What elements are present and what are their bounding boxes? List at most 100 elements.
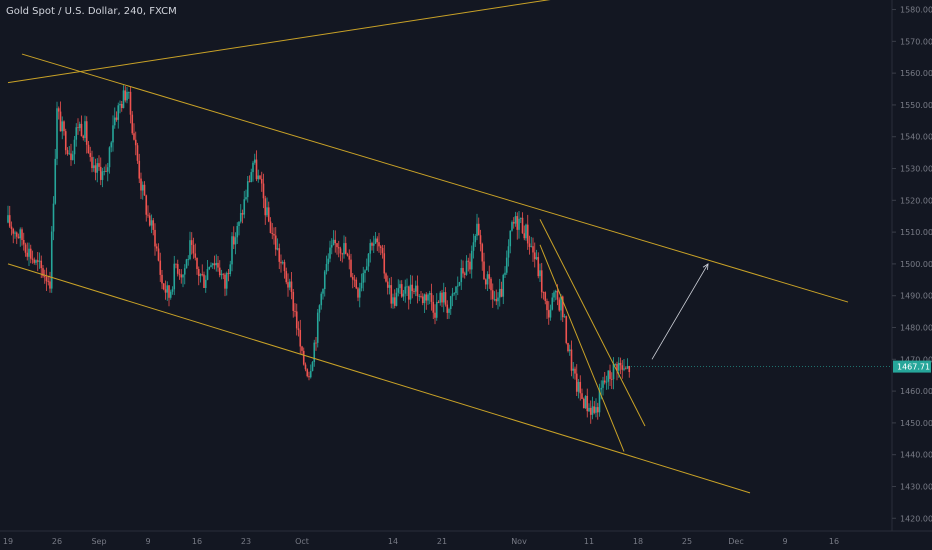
candle-up [612,364,615,380]
candle-down [10,226,13,230]
candle-down [561,296,564,318]
candle-up [126,91,128,101]
candle-down [70,153,72,160]
price-axis[interactable]: 1420.00 1430.00 1440.00 1450.00 1460.00 1470.… [891,0,932,531]
time-axis[interactable]: 19 26 Sep 9 16 23 Oct 14 21 Nov 11 18 25 Dec 9 16 [0,530,932,546]
y-tick-label: 1420.00 [900,514,932,523]
candle-up [509,230,512,247]
candle-up [418,295,421,297]
candle-down [98,163,100,167]
candle-down [308,376,310,378]
candle-down [175,263,177,265]
candle-up [560,296,562,311]
trendline-upper-channel [21,53,849,303]
candle-down [413,291,415,292]
candle-down [581,393,583,399]
candle-down [533,252,536,260]
candle-up [113,117,116,126]
candle-up [617,362,620,371]
candle-down [609,370,611,379]
y-tick-label: 1530.00 [900,165,932,174]
candle-up [453,292,456,294]
candle-up [84,121,86,138]
candle-down [194,253,197,258]
candle-down [378,242,380,247]
candle-up [460,267,463,283]
candle-down [134,139,137,146]
candle-up [56,108,58,159]
candle-down [416,285,419,297]
candle-up [448,309,450,313]
candle-down [157,248,160,261]
candle-up [502,274,505,297]
candle-up [388,285,391,288]
candle-down [140,178,142,191]
candle-up [498,288,501,298]
candle-up [397,288,400,293]
candle-down [178,273,181,275]
candle-up [553,292,555,298]
candle-up [169,291,172,298]
candle-up [35,260,37,263]
candle-down [383,253,386,274]
candle-up [96,163,99,173]
candle-down [546,300,548,311]
candle-down [386,281,389,288]
x-tick-label: 9 [782,537,787,546]
candle-up [78,123,81,129]
candle-up [414,285,417,292]
candle-down [437,301,440,303]
candle-down [262,183,265,199]
candle-down [407,286,410,300]
candle-up [311,362,314,371]
candle-down [290,281,293,292]
candle-down [532,246,534,253]
candle-down [610,378,613,380]
candle-down [259,175,261,179]
candle-down [479,235,482,245]
candle-up [75,127,78,140]
y-tick-label: 1570.00 [900,37,932,46]
candle-up [507,246,510,258]
candle-up [52,203,55,232]
trendline-wedge-lower [539,244,625,452]
candle-down [285,271,288,283]
candle-down [129,91,132,115]
chart-title: Gold Spot / U.S. Dollar, 240, FXCM [6,6,177,17]
trendline-wedge-upper [539,219,646,427]
candle-up [504,272,506,275]
candle-down [197,269,200,277]
candle-down [376,238,379,243]
candle-down [82,136,85,138]
candle-up [327,258,330,264]
candle-up [316,312,319,343]
candle-up [442,292,445,303]
last-price-tag [893,360,931,373]
y-tick-label: 1550.00 [900,101,932,110]
candle-up [595,407,597,413]
candle-down [180,274,183,278]
y-tick-label: 1580.00 [900,6,932,15]
x-tick-label: 23 [241,537,251,546]
candle-down [162,283,165,290]
candle-down [77,127,79,129]
candle-up [220,273,223,276]
candle-down [89,153,92,158]
candle-up [365,266,368,271]
candle-down [87,144,90,154]
candle-up [493,299,496,300]
x-tick-label: Sep [91,537,106,546]
candle-down [294,310,296,312]
candle-down [481,244,484,262]
y-tick-label: 1460.00 [900,387,932,396]
candle-up [600,387,603,390]
candle-down [593,406,596,413]
candle-up [519,217,522,219]
candle-down [500,288,503,297]
candle-up [68,153,71,155]
candle-down [260,178,263,184]
candle-down [159,260,162,275]
candle-up [329,247,331,259]
candle-down [49,281,51,289]
